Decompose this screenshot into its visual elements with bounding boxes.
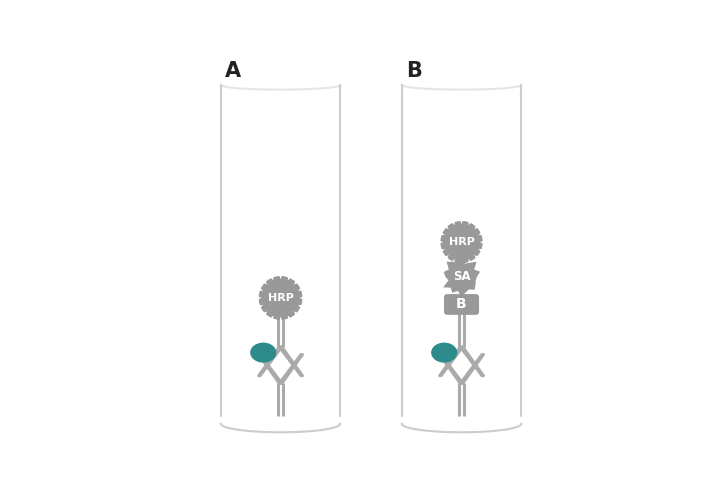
Text: HRP: HRP — [449, 237, 474, 247]
Text: SA: SA — [452, 270, 471, 283]
Ellipse shape — [251, 342, 277, 362]
Polygon shape — [443, 256, 480, 297]
Ellipse shape — [431, 342, 458, 362]
Polygon shape — [259, 277, 302, 319]
Text: A: A — [224, 61, 241, 81]
Text: B: B — [456, 298, 467, 312]
FancyBboxPatch shape — [444, 294, 479, 315]
Text: B: B — [405, 61, 421, 81]
Polygon shape — [441, 222, 482, 262]
Text: HRP: HRP — [268, 293, 293, 303]
